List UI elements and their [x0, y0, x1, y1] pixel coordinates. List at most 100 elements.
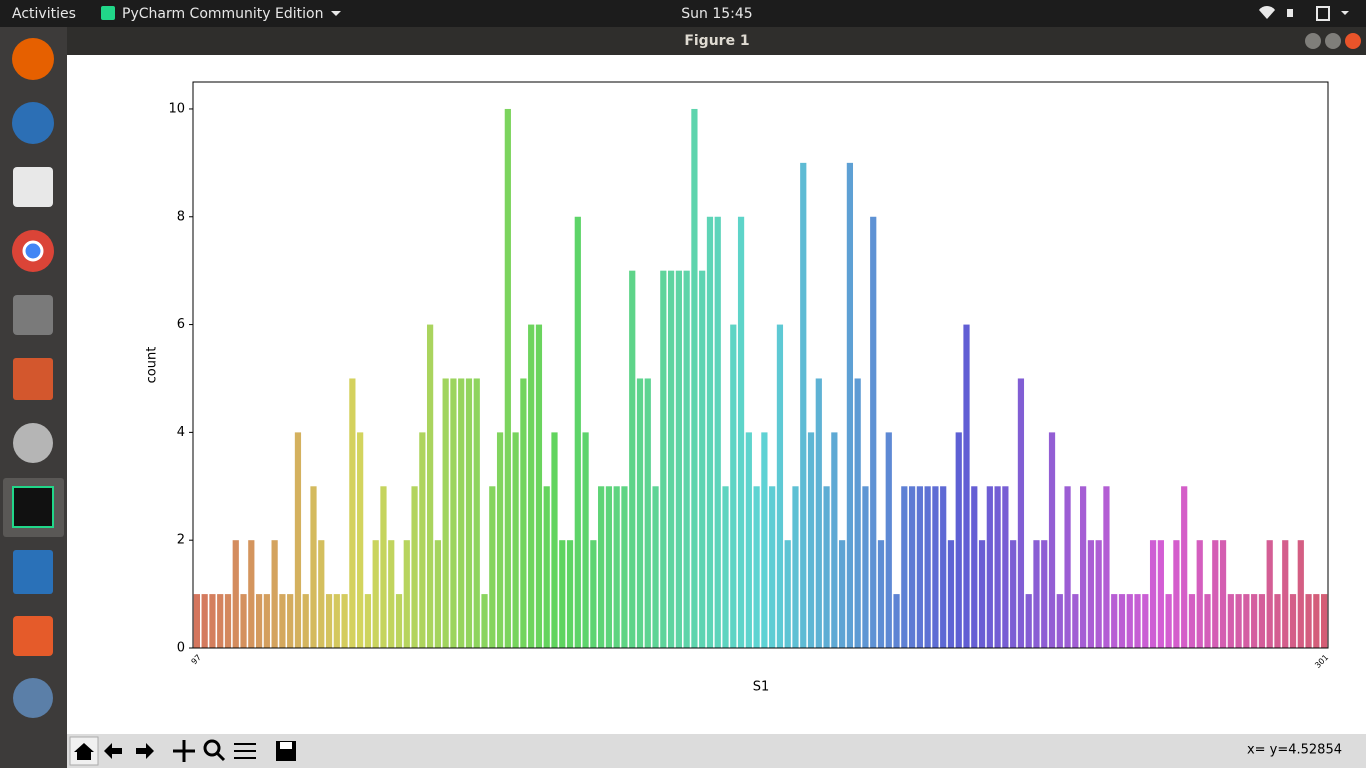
bar: [543, 486, 550, 648]
bar: [193, 594, 200, 648]
rhythmbox-icon[interactable]: [13, 423, 53, 463]
bar: [481, 594, 488, 648]
bar: [1188, 594, 1196, 648]
bar: [232, 540, 239, 648]
bar: [1204, 594, 1211, 648]
bar: [528, 324, 535, 648]
bar: [652, 486, 659, 648]
y-axis-label: count: [145, 347, 160, 384]
bar: [263, 594, 270, 648]
bar: [745, 432, 752, 648]
bar: [784, 540, 791, 648]
bar: [769, 486, 776, 648]
bar: [1219, 540, 1227, 648]
bar: [535, 324, 543, 648]
bar: [473, 378, 480, 648]
bar: [287, 594, 294, 648]
wifi-icon[interactable]: [1259, 6, 1275, 19]
bar: [434, 540, 441, 648]
forward-button[interactable]: [136, 743, 154, 759]
bar: [271, 540, 278, 648]
bar: [1041, 540, 1048, 648]
bar: [279, 594, 286, 648]
software-icon[interactable]: [13, 616, 53, 656]
close-button[interactable]: [1345, 33, 1361, 49]
bar: [217, 594, 224, 648]
app-icon: [101, 6, 115, 20]
back-button[interactable]: [104, 743, 122, 759]
bar: [846, 162, 854, 648]
bar: [201, 594, 208, 648]
bar: [574, 216, 581, 648]
y-tick-label: 2: [177, 533, 185, 548]
files-icon[interactable]: [13, 295, 53, 335]
bar: [364, 594, 372, 648]
bar: [248, 540, 255, 648]
bar: [1251, 594, 1258, 648]
maximize-button[interactable]: [1325, 33, 1341, 49]
help-icon[interactable]: [13, 678, 53, 718]
bar: [753, 486, 760, 648]
bar: [1072, 594, 1079, 648]
zoom-button[interactable]: [203, 739, 221, 757]
configure-button[interactable]: [234, 743, 256, 759]
save-glyph: [280, 742, 292, 749]
x-axis-label: S1: [753, 680, 770, 695]
bar: [1321, 594, 1328, 648]
toolbar: [67, 734, 1366, 768]
activities[interactable]: Activities: [12, 6, 76, 22]
bar: [1017, 378, 1025, 648]
bar: [333, 594, 340, 648]
bar: [1196, 540, 1203, 648]
bar: [388, 540, 395, 648]
bar: [629, 270, 636, 648]
bar: [240, 594, 247, 648]
bar: [325, 594, 333, 648]
thunderbird-icon[interactable]: [12, 102, 54, 144]
bar: [403, 540, 410, 648]
bar: [1087, 540, 1095, 648]
bar: [1149, 540, 1157, 648]
bar: [1010, 540, 1017, 648]
slack-icon[interactable]: [13, 167, 53, 207]
bar: [255, 594, 263, 648]
bar: [590, 540, 597, 648]
y-tick-label: 10: [168, 101, 185, 116]
firefox-icon[interactable]: [12, 38, 54, 80]
home-glyph: [74, 743, 94, 760]
bar: [978, 540, 986, 648]
bar: [582, 432, 589, 648]
bar: [465, 378, 473, 648]
bar: [722, 486, 729, 648]
clock[interactable]: Sun 15:45: [681, 6, 752, 22]
bar: [426, 324, 434, 648]
bar: [551, 432, 558, 648]
pan-button[interactable]: [173, 740, 195, 762]
y-tick-label: 0: [177, 641, 185, 656]
pycharm-icon[interactable]: [12, 486, 54, 528]
zoom-handle: [215, 751, 226, 762]
volume-icon[interactable]: [1287, 9, 1293, 17]
window-title: Figure 1: [684, 33, 749, 49]
bar: [1126, 594, 1133, 648]
bar: [675, 270, 682, 648]
impress-icon[interactable]: [13, 358, 53, 400]
bar: [1212, 540, 1219, 648]
bar: [489, 486, 496, 648]
bar: [621, 486, 628, 648]
minimize-button[interactable]: [1305, 33, 1321, 49]
bar: [1033, 540, 1040, 648]
bar: [1111, 594, 1118, 648]
bar: [714, 216, 721, 648]
y-tick-label: 8: [177, 209, 185, 224]
app-menu[interactable]: PyCharm Community Edition: [122, 6, 323, 22]
system-icon[interactable]: [1316, 6, 1330, 21]
bar: [1274, 594, 1281, 648]
bar: [458, 378, 465, 648]
bar: [1173, 540, 1180, 648]
bar: [1095, 540, 1102, 648]
bar: [901, 486, 908, 648]
writer-icon[interactable]: [13, 550, 53, 594]
bar: [209, 594, 216, 648]
